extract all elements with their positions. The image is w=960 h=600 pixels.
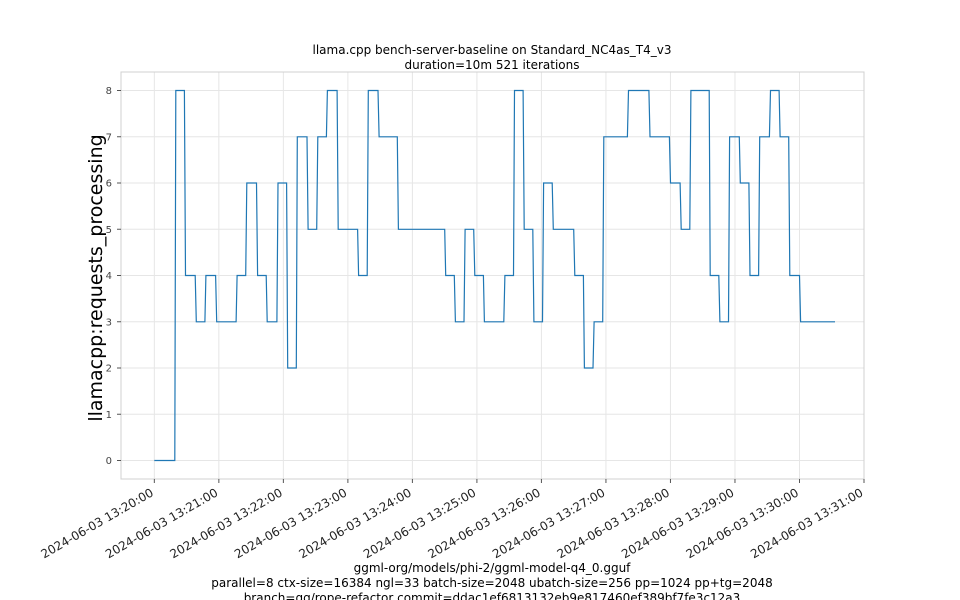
y-tick-label: 0 [106,456,112,467]
footer-params: parallel=8 ctx-size=16384 ngl=33 batch-s… [211,576,772,590]
footer-model: ggml-org/models/phi-2/ggml-model-q4_0.gg… [354,561,632,575]
x-tick-label: 2024-06-03 13:26:00 [426,485,543,561]
x-tick-label: 2024-06-03 13:22:00 [167,485,284,561]
chart-subtitle: duration=10m 521 iterations [405,58,580,72]
y-axis-label: llamacpp:requests_processing [85,134,107,421]
x-tick-label: 2024-06-03 13:21:00 [103,485,220,561]
x-tick-label: 2024-06-03 13:23:00 [232,485,349,561]
y-axis: 0 1 2 3 4 5 6 7 8 [106,86,121,467]
y-tick-label: 7 [106,132,112,143]
x-tick-label: 2024-06-03 13:25:00 [361,485,478,561]
y-tick-label: 8 [106,86,112,97]
footer-branch: branch=gg/rope-refactor commit=ddac1ef68… [244,591,741,600]
chart-title: llama.cpp bench-server-baseline on Stand… [313,43,672,57]
x-tick-label: 2024-06-03 13:24:00 [297,485,414,561]
grid [121,72,865,479]
x-tick-label: 2024-06-03 13:30:00 [684,485,801,561]
y-tick-label: 2 [106,364,112,375]
x-tick-label: 2024-06-03 13:28:00 [555,485,672,561]
y-tick-label: 5 [106,225,112,236]
y-tick-label: 3 [106,317,112,328]
x-tick-label: 2024-06-03 13:27:00 [490,485,607,561]
y-tick-label: 4 [106,271,112,282]
x-tick-label: 2024-06-03 13:20:00 [38,485,155,561]
y-tick-label: 6 [106,179,112,190]
series-line-requests-processing [154,89,835,462]
y-tick-label: 1 [106,410,112,421]
x-tick-label: 2024-06-03 13:29:00 [619,485,736,561]
x-tick-label: 2024-06-03 13:31:00 [748,485,865,561]
